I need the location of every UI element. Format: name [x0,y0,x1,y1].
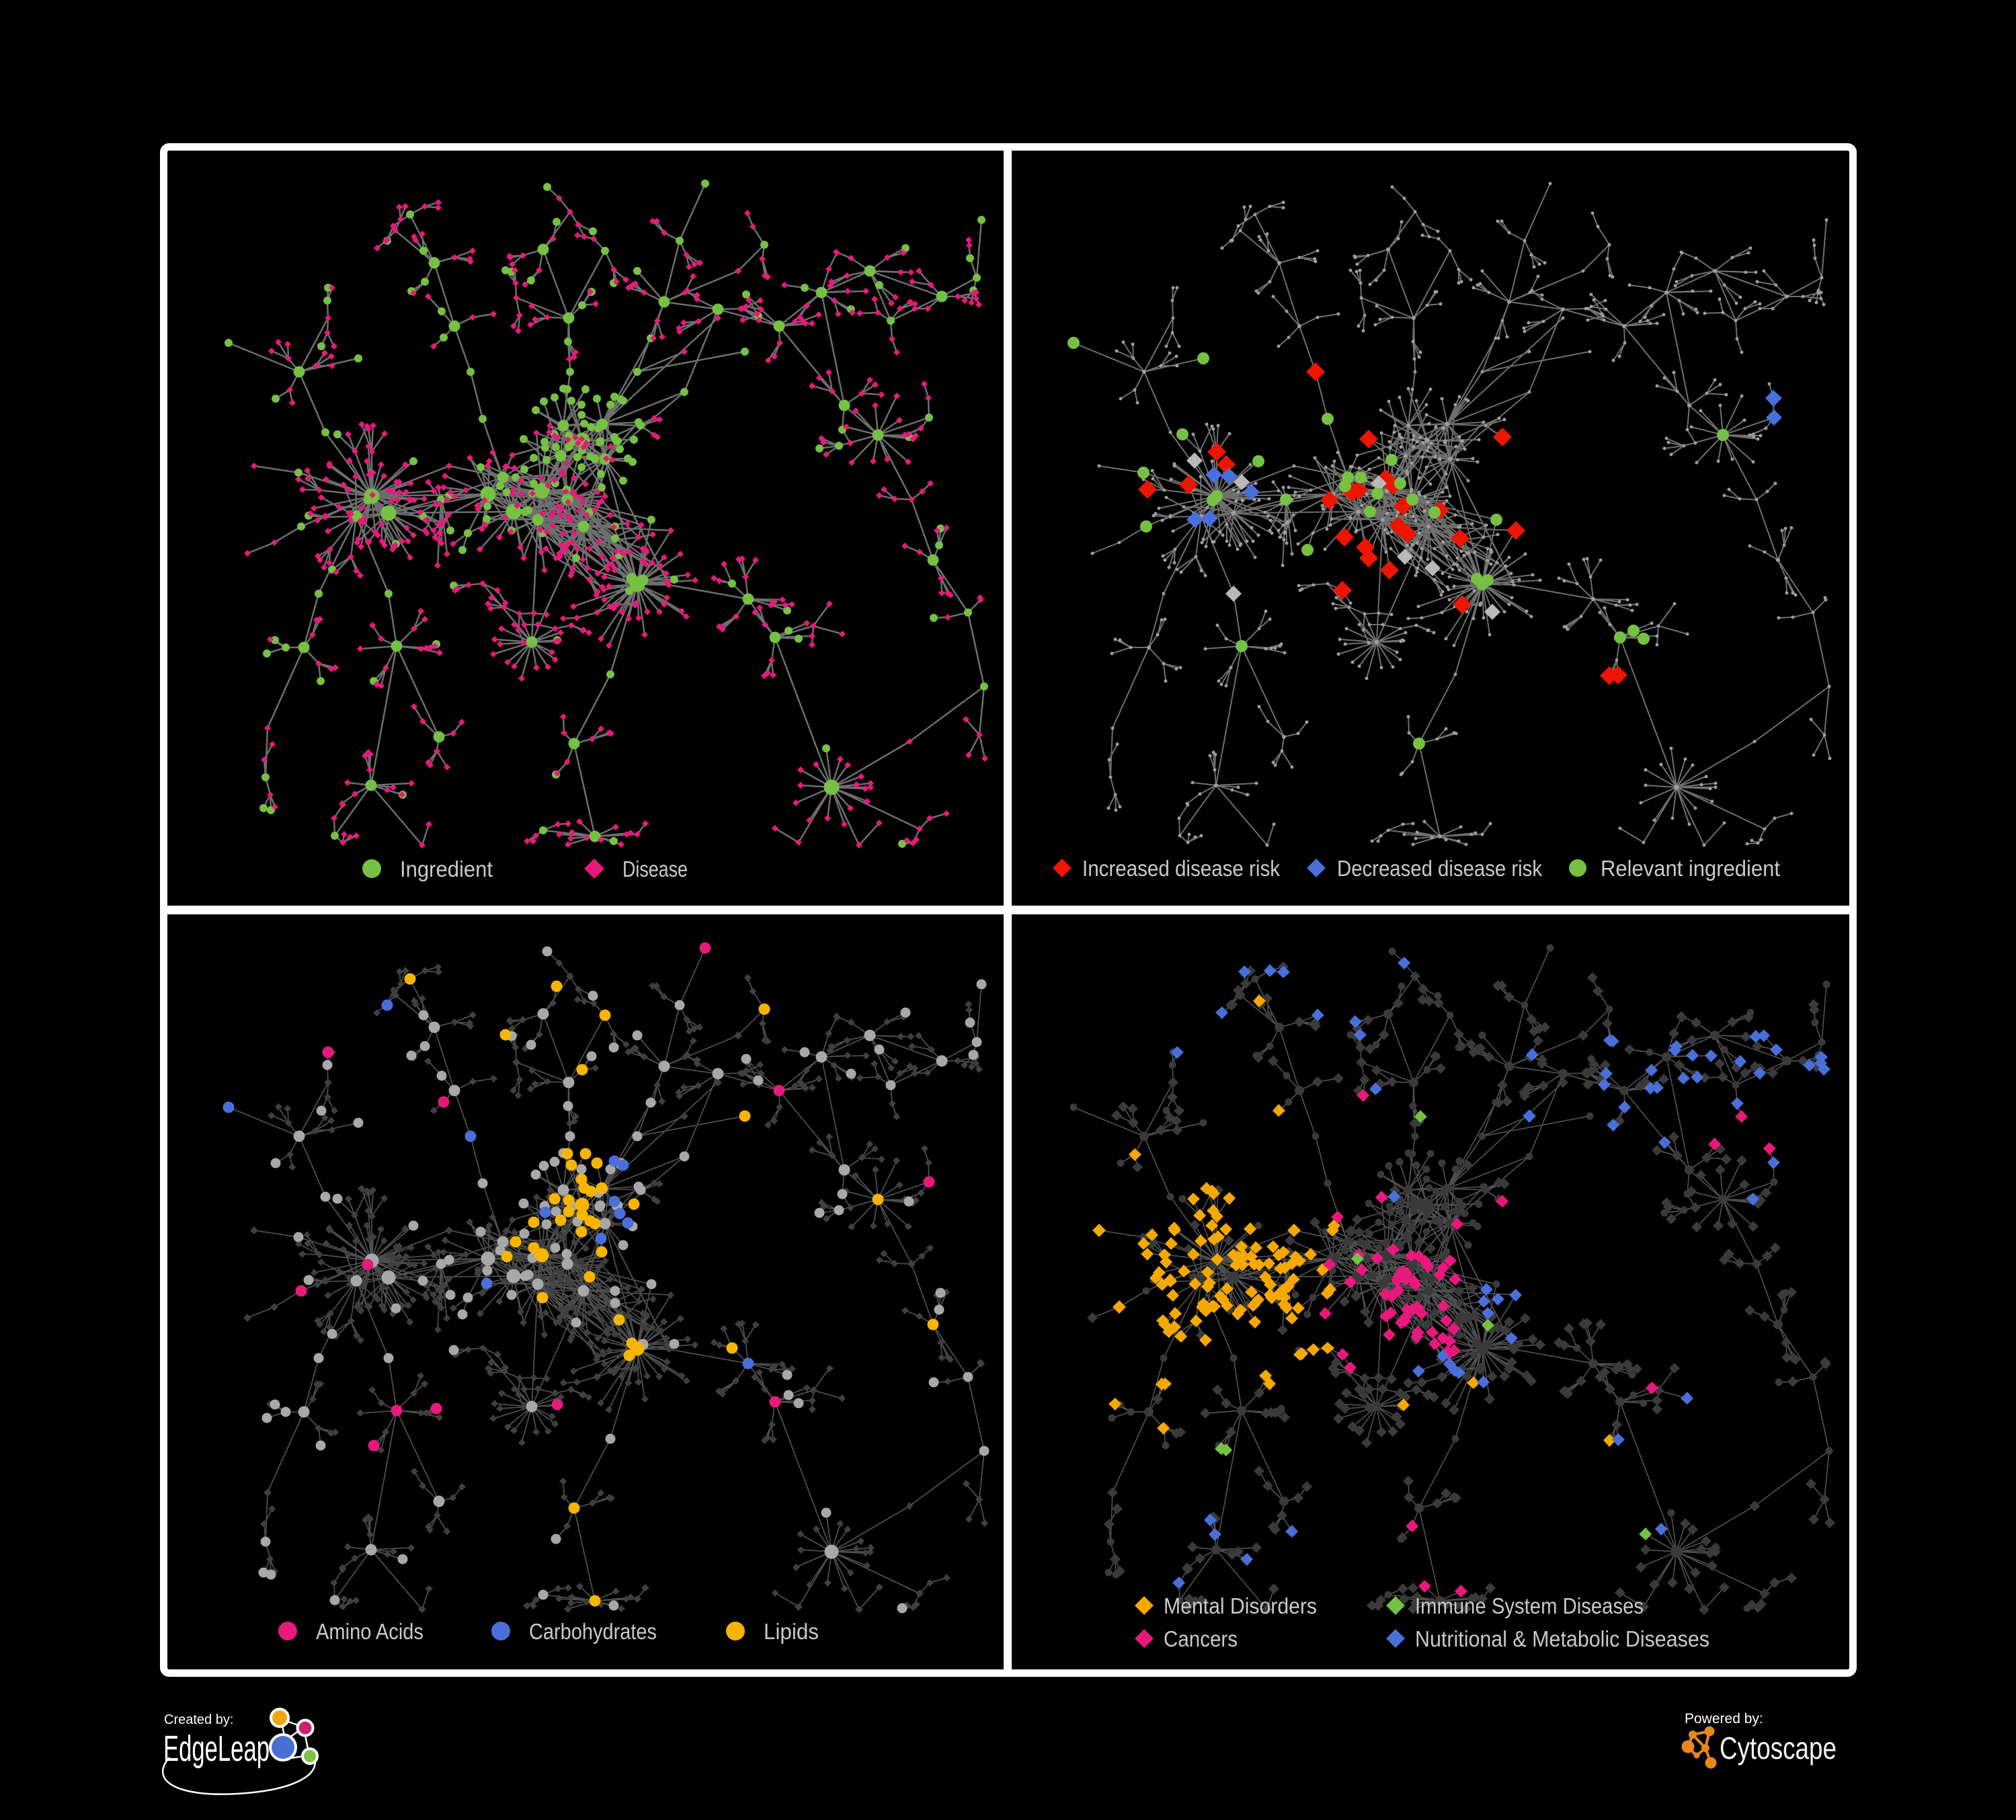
svg-text:Relevant ingredient: Relevant ingredient [1601,856,1780,881]
svg-text:Nutritional & Metabolic Diseas: Nutritional & Metabolic Diseases [1415,1626,1709,1651]
svg-text:EdgeLeap: EdgeLeap [163,1729,270,1769]
svg-text:Ingredient: Ingredient [400,857,493,881]
svg-text:Amino Acids: Amino Acids [316,1619,424,1644]
svg-text:Powered by:: Powered by: [1685,1711,1763,1727]
svg-text:Disease: Disease [622,857,688,881]
svg-text:Immune System Diseases: Immune System Diseases [1415,1593,1644,1618]
svg-text:Cancers: Cancers [1164,1626,1238,1651]
svg-text:Mental Disorders: Mental Disorders [1164,1593,1317,1618]
svg-text:Created by:: Created by: [164,1712,233,1727]
svg-text:Carbohydrates: Carbohydrates [529,1619,657,1644]
svg-text:Increased disease risk: Increased disease risk [1082,856,1280,881]
svg-text:Lipids: Lipids [764,1619,819,1644]
svg-text:Decreased disease risk: Decreased disease risk [1337,856,1542,881]
svg-text:Cytoscape: Cytoscape [1720,1731,1837,1766]
